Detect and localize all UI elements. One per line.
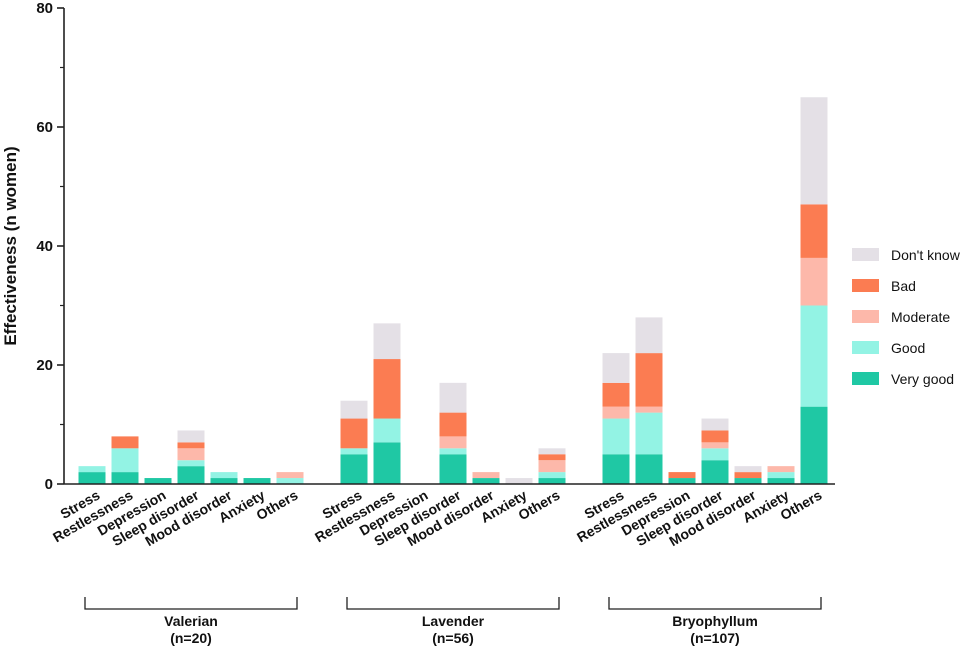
bar-bryophyllum-sleep-disorder-bad <box>701 430 729 443</box>
bar-bryophyllum-others-don-t-know <box>800 97 828 205</box>
group-bracket-lavender <box>346 597 560 610</box>
bar-lavender-anxiety-don-t-know <box>505 478 533 484</box>
bar-bryophyllum-restlessness-don-t-know <box>635 317 663 354</box>
bar-bryophyllum-restlessness-good <box>635 412 663 455</box>
group-name-valerian: Valerian <box>164 613 218 629</box>
bar-bryophyllum-sleep-disorder-don-t-know <box>701 418 729 431</box>
bar-bryophyllum-mood-disorder-bad <box>734 472 762 479</box>
bar-valerian-sleep-disorder-bad <box>177 442 205 449</box>
bar-bryophyllum-mood-disorder-don-t-know <box>734 466 762 473</box>
group-name-lavender: Lavender <box>422 613 485 629</box>
bar-bryophyllum-restlessness-very-good <box>635 454 663 484</box>
bar-lavender-sleep-disorder-good <box>439 448 467 455</box>
bar-bryophyllum-sleep-disorder-very-good <box>701 460 729 484</box>
bar-bryophyllum-others-very-good <box>800 406 828 484</box>
bar-bryophyllum-stress-good <box>602 418 630 455</box>
group-bracket-bryophyllum <box>608 597 822 610</box>
bar-bryophyllum-restlessness-moderate <box>635 406 663 413</box>
bar-lavender-sleep-disorder-don-t-know <box>439 382 467 413</box>
bar-valerian-stress-good <box>78 466 106 473</box>
bar-bryophyllum-stress-don-t-know <box>602 353 630 383</box>
legend-swatch-moderate <box>852 310 879 323</box>
bar-lavender-restlessness-good <box>373 418 401 443</box>
y-tick-label-20: 20 <box>36 357 53 374</box>
bar-lavender-stress-very-good <box>340 454 368 484</box>
group-name-bryophyllum: Bryophyllum <box>672 613 758 629</box>
legend: Don't know Bad Moderate Good Very good <box>852 247 961 387</box>
bar-valerian-others-good <box>276 478 304 484</box>
bar-bryophyllum-anxiety-moderate <box>767 466 795 473</box>
legend-label-moderate: Moderate <box>891 309 950 325</box>
bar-bryophyllum-others-moderate <box>800 257 828 306</box>
bar-lavender-restlessness-very-good <box>373 442 401 484</box>
y-tick-label-0: 0 <box>45 476 53 493</box>
bar-valerian-restlessness-bad <box>111 436 139 449</box>
bar-valerian-anxiety-very-good <box>243 478 271 484</box>
bar-bryophyllum-mood-disorder-very-good <box>734 478 762 484</box>
group-count-bryophyllum: (n=107) <box>690 630 739 646</box>
legend-swatch-bad <box>852 279 879 292</box>
bar-bryophyllum-stress-moderate <box>602 406 630 419</box>
bars-layer <box>78 97 828 484</box>
bar-lavender-stress-good <box>340 448 368 455</box>
bar-valerian-sleep-disorder-moderate <box>177 448 205 461</box>
y-axis-title: Effectiveness (n women) <box>1 146 20 345</box>
group-bracket-valerian <box>84 597 298 610</box>
bar-valerian-mood-disorder-very-good <box>210 478 238 484</box>
bar-bryophyllum-others-bad <box>800 204 828 258</box>
bar-bryophyllum-depression-very-good <box>668 478 696 484</box>
bar-bryophyllum-sleep-disorder-good <box>701 448 729 461</box>
bar-valerian-restlessness-good <box>111 448 139 473</box>
bar-lavender-restlessness-don-t-know <box>373 323 401 360</box>
bar-lavender-others-bad <box>538 454 566 461</box>
legend-label-don-t-know: Don't know <box>891 247 961 263</box>
bar-bryophyllum-restlessness-bad <box>635 353 663 407</box>
bar-bryophyllum-anxiety-good <box>767 472 795 479</box>
bar-lavender-others-don-t-know <box>538 448 566 455</box>
bar-valerian-sleep-disorder-don-t-know <box>177 430 205 443</box>
y-tick-label-60: 60 <box>36 119 53 136</box>
bar-lavender-stress-bad <box>340 418 368 449</box>
bar-valerian-mood-disorder-good <box>210 472 238 479</box>
group-count-valerian: (n=20) <box>170 630 212 646</box>
bar-lavender-mood-disorder-moderate <box>472 472 500 479</box>
bar-valerian-others-moderate <box>276 472 304 479</box>
bar-lavender-others-good <box>538 472 566 479</box>
bar-valerian-depression-very-good <box>144 478 172 484</box>
bar-valerian-sleep-disorder-very-good <box>177 466 205 484</box>
legend-label-bad: Bad <box>891 278 916 294</box>
legend-swatch-good <box>852 341 879 354</box>
bar-bryophyllum-others-good <box>800 305 828 407</box>
y-axis: 0 20 40 60 80 <box>36 0 835 493</box>
legend-label-very-good: Very good <box>891 371 954 387</box>
bar-lavender-others-moderate <box>538 460 566 473</box>
bar-lavender-others-very-good <box>538 478 566 484</box>
group-count-lavender: (n=56) <box>432 630 474 646</box>
bar-bryophyllum-depression-bad <box>668 472 696 479</box>
bar-lavender-restlessness-bad <box>373 359 401 419</box>
bar-valerian-stress-very-good <box>78 472 106 484</box>
bar-bryophyllum-stress-very-good <box>602 454 630 484</box>
bar-lavender-sleep-disorder-moderate <box>439 436 467 449</box>
y-tick-label-40: 40 <box>36 238 53 255</box>
bar-bryophyllum-sleep-disorder-moderate <box>701 442 729 449</box>
bar-bryophyllum-anxiety-very-good <box>767 478 795 484</box>
legend-swatch-very-good <box>852 372 879 385</box>
bar-lavender-stress-don-t-know <box>340 400 368 419</box>
group-brackets: Valerian(n=20) Lavender(n=56) Bryophyllum(… <box>84 597 822 646</box>
y-tick-label-80: 80 <box>36 0 53 17</box>
bar-bryophyllum-stress-bad <box>602 382 630 407</box>
bar-lavender-sleep-disorder-bad <box>439 412 467 437</box>
bar-lavender-sleep-disorder-very-good <box>439 454 467 484</box>
bar-valerian-sleep-disorder-good <box>177 460 205 467</box>
legend-swatch-don-t-know <box>852 248 879 261</box>
bar-valerian-restlessness-very-good <box>111 472 139 484</box>
legend-label-good: Good <box>891 340 925 356</box>
bar-lavender-mood-disorder-very-good <box>472 478 500 484</box>
